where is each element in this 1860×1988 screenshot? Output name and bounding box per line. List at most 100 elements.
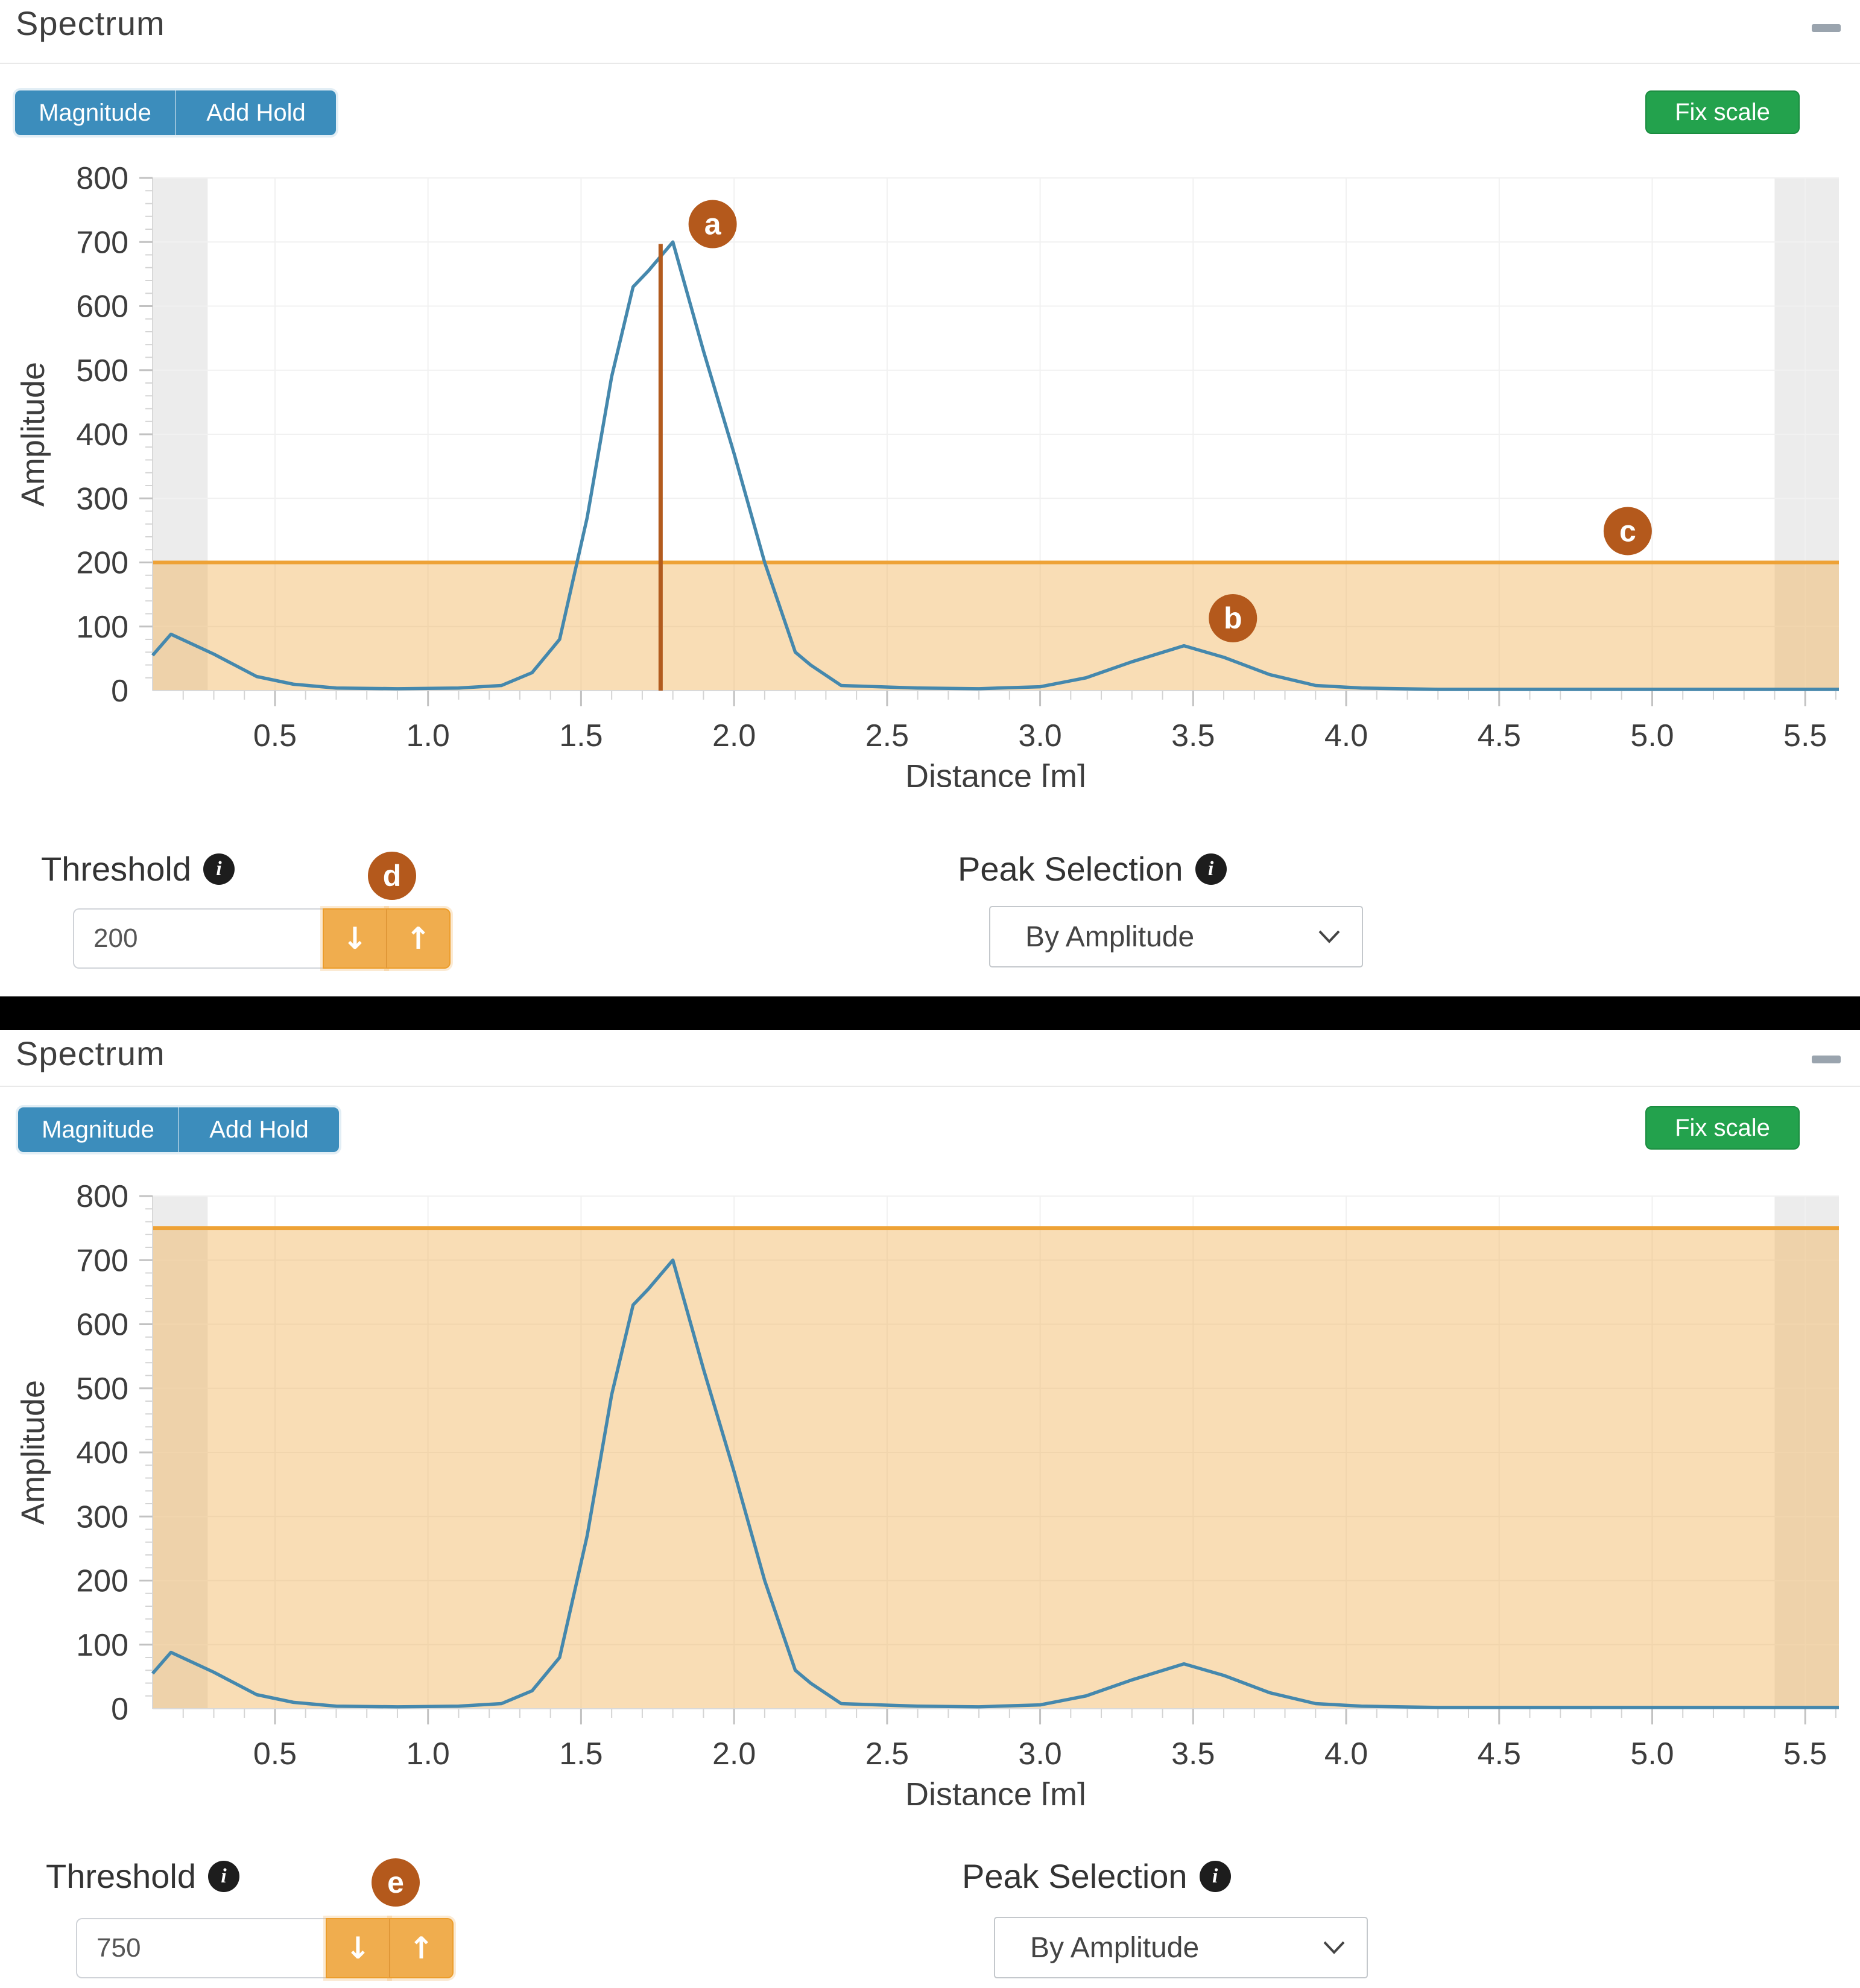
threshold-increase-button[interactable]: ↑ [387,908,451,969]
info-icon[interactable]: i [1199,1860,1231,1892]
annotation-marker-letter: e [387,1866,404,1899]
spectrum-chart: 0 100 200 300 400 500 600 700 800 0.5 1.0 1.5 2.0 2.5… [15,1179,1839,1805]
info-icon[interactable]: i [203,853,235,885]
svg-text:Amplitude: Amplitude [15,362,51,507]
threshold-label-text: Threshold [46,1857,197,1895]
threshold-input-group: ↓ ↑ [76,1918,454,1978]
chevron-down-icon [1318,930,1340,943]
svg-text:3.5: 3.5 [1171,1736,1215,1771]
svg-text:Distance [m]: Distance [m] [905,1776,1086,1805]
svg-text:300: 300 [76,481,128,516]
threshold-decrease-button[interactable]: ↓ [323,908,387,969]
svg-text:2.5: 2.5 [865,718,909,753]
svg-text:300: 300 [76,1499,128,1534]
svg-text:200: 200 [76,1564,128,1599]
svg-text:100: 100 [76,1628,128,1663]
add-hold-button[interactable]: Add Hold [179,1107,339,1152]
svg-text:5.5: 5.5 [1783,718,1827,753]
annotation-marker-letter: d [382,859,402,893]
svg-text:4.5: 4.5 [1478,718,1521,753]
svg-text:800: 800 [76,1179,128,1214]
peak-selection-label: Peak Selection i [958,849,1227,888]
magnitude-button[interactable]: Magnitude [18,1107,179,1152]
svg-text:600: 600 [76,290,128,324]
peak-selection-label-text: Peak Selection [962,1857,1188,1895]
svg-text:0: 0 [111,674,128,709]
peak-selection-select[interactable]: By Amplitude [994,1917,1368,1978]
svg-text:400: 400 [76,417,128,452]
collapse-minus-icon[interactable] [1812,24,1841,32]
display-mode-button-group: Magnitude Add Hold [18,1107,339,1152]
svg-text:500: 500 [76,1372,128,1407]
peak-selection-select[interactable]: By Amplitude [989,906,1363,967]
svg-text:500: 500 [76,353,128,388]
svg-text:4.0: 4.0 [1324,718,1368,753]
fix-scale-button[interactable]: Fix scale [1645,90,1800,134]
chevron-down-icon [1323,1941,1345,1954]
peak-selection-label-text: Peak Selection [958,850,1183,888]
display-mode-button-group: Magnitude Add Hold [15,90,336,135]
svg-text:3.5: 3.5 [1171,718,1215,753]
svg-text:0: 0 [111,1692,128,1727]
svg-text:0.5: 0.5 [253,718,297,753]
peak-selection-value: By Amplitude [1025,920,1195,953]
svg-text:4.5: 4.5 [1478,1736,1521,1771]
svg-text:400: 400 [76,1436,128,1470]
threshold-label: Threshold i [46,1857,240,1896]
svg-text:4.0: 4.0 [1324,1736,1368,1771]
svg-text:1.0: 1.0 [406,1736,450,1771]
down-arrow-icon: ↓ [342,921,368,956]
info-icon-glyph: i [1212,1864,1218,1887]
svg-text:b: b [1224,601,1242,635]
spectrum-panel-1: Spectrum Magnitude Add Hold Fix scale 0 1… [0,4,1860,969]
threshold-input[interactable] [73,908,323,969]
threshold-label: Threshold i [41,849,235,888]
svg-text:1.5: 1.5 [559,718,603,753]
svg-text:a: a [704,207,722,241]
header-divider [0,63,1860,64]
collapse-minus-icon[interactable] [1812,1056,1841,1063]
svg-text:Distance [m]: Distance [m] [905,758,1086,787]
info-icon-glyph: i [1207,857,1214,880]
peak-selection-label: Peak Selection i [962,1857,1231,1896]
svg-text:2.5: 2.5 [865,1736,909,1771]
down-arrow-icon: ↓ [345,1931,371,1966]
svg-text:3.0: 3.0 [1018,718,1061,753]
up-arrow-icon: ↑ [408,1931,434,1966]
svg-text:800: 800 [76,161,128,196]
svg-text:5.5: 5.5 [1783,1736,1827,1771]
panel-separator [0,996,1860,1030]
svg-text:700: 700 [76,1243,128,1278]
panel-title: Spectrum [16,4,165,42]
svg-text:1.0: 1.0 [406,718,450,753]
spectrum-panel-2: Spectrum Magnitude Add Hold Fix scale 0 1… [0,1030,1860,1988]
fix-scale-button[interactable]: Fix scale [1645,1106,1800,1150]
up-arrow-icon: ↑ [405,921,431,956]
info-icon[interactable]: i [1195,853,1227,885]
magnitude-button[interactable]: Magnitude [15,90,176,135]
svg-text:2.0: 2.0 [712,1736,756,1771]
svg-text:2.0: 2.0 [712,718,756,753]
svg-text:700: 700 [76,225,128,260]
svg-text:200: 200 [76,546,128,581]
info-icon[interactable]: i [208,1860,240,1892]
info-icon-glyph: i [216,857,222,880]
svg-text:0.5: 0.5 [253,1736,297,1771]
threshold-input-group: ↓ ↑ [73,908,451,969]
add-hold-button[interactable]: Add Hold [176,90,336,135]
threshold-decrease-button[interactable]: ↓ [326,1918,390,1978]
svg-text:100: 100 [76,610,128,645]
svg-text:600: 600 [76,1308,128,1343]
threshold-input[interactable] [76,1918,326,1978]
svg-text:Amplitude: Amplitude [15,1380,51,1525]
svg-text:5.0: 5.0 [1630,718,1674,753]
threshold-increase-button[interactable]: ↑ [390,1918,454,1978]
svg-text:5.0: 5.0 [1630,1736,1674,1771]
peak-selection-value: By Amplitude [1030,1931,1200,1964]
info-icon-glyph: i [221,1864,227,1887]
annotation-marker-e: e [372,1858,420,1907]
threshold-label-text: Threshold [41,850,192,888]
panel-title: Spectrum [16,1034,165,1072]
annotation-marker-d: d [368,852,416,900]
